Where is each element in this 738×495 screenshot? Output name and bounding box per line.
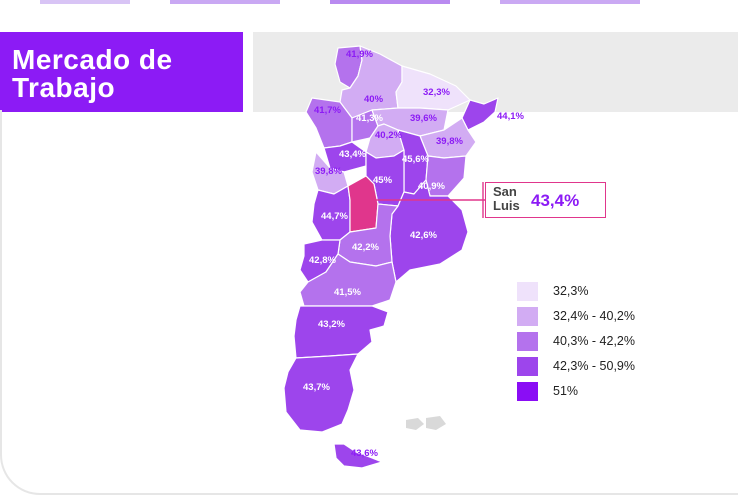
- province-misiones[interactable]: [461, 97, 499, 131]
- title-banner: Mercado de Trabajo: [0, 32, 243, 112]
- label-santa-cruz: 43,7%: [303, 382, 330, 393]
- label-tucuman: 41,3%: [356, 113, 383, 124]
- label-chubut: 43,2%: [318, 319, 345, 330]
- label-entre-rios: 40,9%: [418, 181, 445, 192]
- label-jujuy: 41,9%: [346, 49, 373, 60]
- label-chaco: 39,6%: [410, 113, 437, 124]
- label-tierra-del-fuego: 43,6%: [351, 448, 378, 459]
- legend-label: 32,3%: [553, 284, 589, 298]
- callout-name-line1: San: [493, 184, 517, 199]
- legend-swatch: [517, 357, 538, 376]
- label-la-rioja: 43,4%: [339, 149, 366, 160]
- province-tierra-del-fuego[interactable]: [333, 443, 383, 469]
- callout-value: 43,4%: [531, 191, 580, 210]
- callout-province-name: San Luis: [493, 185, 527, 213]
- malvinas-islands: [406, 416, 446, 430]
- label-misiones: 44,1%: [497, 111, 524, 122]
- top-decorative-strip: [0, 0, 738, 12]
- label-corrientes: 39,8%: [436, 136, 463, 147]
- label-san-juan: 39,8%: [315, 166, 342, 177]
- legend-label: 51%: [553, 384, 579, 398]
- label-rio-negro: 41,5%: [334, 287, 361, 298]
- label-cordoba: 45%: [373, 175, 393, 186]
- highlight-callout: San Luis 43,4%: [485, 182, 606, 218]
- label-santiago: 40,2%: [375, 130, 402, 141]
- legend-label: 40,3% - 42,2%: [553, 334, 635, 348]
- label-buenos-aires: 42,6%: [410, 230, 437, 241]
- label-salta: 40%: [364, 94, 384, 105]
- label-catamarca: 41,7%: [314, 105, 341, 116]
- callout-name-line2: Luis: [493, 198, 520, 213]
- legend-swatch: [517, 282, 538, 301]
- page-title-line2: Trabajo: [12, 72, 116, 103]
- province-santa-cruz[interactable]: [283, 353, 359, 433]
- callout-connector: [362, 182, 485, 218]
- legend-label: 32,4% - 40,2%: [553, 309, 635, 323]
- label-formosa: 32,3%: [423, 87, 450, 98]
- label-mendoza: 44,7%: [321, 211, 348, 222]
- label-la-pampa: 42,2%: [352, 242, 379, 253]
- legend-swatch: [517, 332, 538, 351]
- legend-swatch: [517, 307, 538, 326]
- province-chubut[interactable]: [293, 305, 389, 359]
- label-neuquen: 42,8%: [309, 255, 336, 266]
- legend-label: 42,3% - 50,9%: [553, 359, 635, 373]
- page-title-line1: Mercado de: [12, 44, 173, 75]
- legend-swatch: [517, 382, 538, 401]
- label-santa-fe: 45,6%: [402, 154, 429, 165]
